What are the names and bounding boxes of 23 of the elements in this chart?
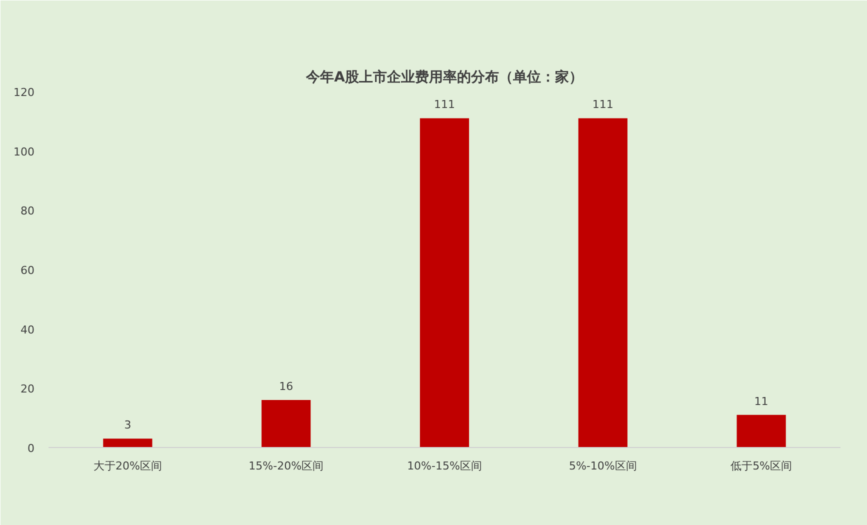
x-tick-label: 15%-20%区间 bbox=[248, 460, 324, 472]
bar bbox=[420, 118, 470, 448]
y-tick-label: 60 bbox=[20, 264, 35, 277]
bar bbox=[736, 414, 786, 448]
data-label: 16 bbox=[279, 380, 294, 394]
y-tick-label: 80 bbox=[20, 204, 35, 218]
bar bbox=[578, 118, 628, 448]
x-tick-label: 低于5%区间 bbox=[730, 460, 792, 472]
y-tick-label: 120 bbox=[14, 86, 35, 99]
x-tick-label: 大于20%区间 bbox=[93, 460, 162, 472]
y-tick-label: 40 bbox=[20, 323, 35, 336]
bar bbox=[103, 438, 152, 448]
data-label: 3 bbox=[124, 418, 132, 432]
y-tick-label: 100 bbox=[14, 145, 35, 158]
x-tick-label: 10%-15%区间 bbox=[407, 460, 482, 472]
x-tick-label: 5%-10%区间 bbox=[568, 460, 637, 472]
chart-title: 今年A股上市企业费用率的分布（单位：家） bbox=[305, 68, 583, 86]
bar bbox=[262, 400, 311, 448]
data-label: 111 bbox=[592, 98, 614, 112]
data-label: 111 bbox=[434, 98, 455, 112]
y-tick-label: 20 bbox=[20, 382, 35, 396]
y-tick-label: 0 bbox=[28, 442, 34, 455]
data-label: 11 bbox=[754, 394, 768, 408]
